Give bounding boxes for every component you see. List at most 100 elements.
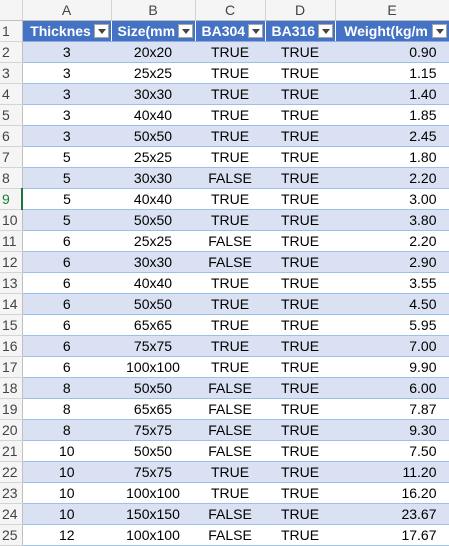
cell-thickness[interactable]: 10 (22, 440, 111, 462)
row-number[interactable]: 15 (0, 314, 23, 336)
header-cell-thickness[interactable]: Thicknes (22, 20, 112, 42)
cell-ba316[interactable]: TRUE (265, 440, 335, 462)
cell-thickness[interactable]: 6 (22, 356, 111, 378)
cell-thickness[interactable]: 6 (22, 314, 111, 336)
cell-ba304[interactable]: TRUE (195, 335, 265, 357)
filter-dropdown-icon[interactable] (247, 24, 263, 38)
header-cell-size[interactable]: Size(mm (111, 20, 196, 42)
row-number[interactable]: 24 (0, 503, 23, 525)
cell-thickness[interactable]: 6 (22, 272, 111, 294)
cell-size[interactable]: 40x40 (111, 188, 195, 210)
cell-size[interactable]: 100x100 (111, 356, 195, 378)
cell-thickness[interactable]: 5 (22, 167, 111, 189)
cell-ba316[interactable]: TRUE (265, 461, 335, 483)
cell-thickness[interactable]: 3 (22, 104, 111, 126)
row-number[interactable]: 16 (0, 335, 23, 357)
cell-ba304[interactable]: TRUE (195, 62, 265, 84)
cell-size[interactable]: 100x100 (111, 524, 195, 546)
column-header-d[interactable]: D (265, 0, 336, 21)
cell-weight[interactable]: 7.00 (335, 335, 449, 357)
cell-ba304[interactable]: TRUE (195, 461, 265, 483)
row-number[interactable]: 14 (0, 293, 23, 315)
cell-ba316[interactable]: TRUE (265, 293, 335, 315)
cell-size[interactable]: 100x100 (111, 482, 195, 504)
cell-ba304[interactable]: FALSE (195, 503, 265, 525)
cell-size[interactable]: 75x75 (111, 461, 195, 483)
cell-size[interactable]: 50x50 (111, 440, 195, 462)
cell-ba316[interactable]: TRUE (265, 419, 335, 441)
row-number[interactable]: 19 (0, 398, 23, 420)
cell-ba304[interactable]: TRUE (195, 356, 265, 378)
cell-ba304[interactable]: TRUE (195, 83, 265, 105)
cell-size[interactable]: 50x50 (111, 293, 195, 315)
cell-thickness[interactable]: 5 (22, 188, 111, 210)
cell-size[interactable]: 25x25 (111, 230, 195, 252)
cell-ba316[interactable]: TRUE (265, 314, 335, 336)
cell-weight[interactable]: 1.15 (335, 62, 449, 84)
cell-weight[interactable]: 3.00 (335, 188, 449, 210)
row-number[interactable]: 17 (0, 356, 23, 378)
cell-ba304[interactable]: FALSE (195, 377, 265, 399)
cell-size[interactable]: 40x40 (111, 104, 195, 126)
cell-ba316[interactable]: TRUE (265, 167, 335, 189)
cell-thickness[interactable]: 3 (22, 125, 111, 147)
filter-dropdown-icon[interactable] (93, 24, 109, 38)
filter-dropdown-icon[interactable] (431, 24, 447, 38)
cell-thickness[interactable]: 3 (22, 41, 111, 63)
cell-ba304[interactable]: TRUE (195, 314, 265, 336)
cell-weight[interactable]: 7.87 (335, 398, 449, 420)
cell-ba316[interactable]: TRUE (265, 230, 335, 252)
cell-weight[interactable]: 23.67 (335, 503, 449, 525)
cell-thickness[interactable]: 10 (22, 461, 111, 483)
cell-weight[interactable]: 0.90 (335, 41, 449, 63)
column-header-b[interactable]: B (111, 0, 196, 21)
filter-dropdown-icon[interactable] (317, 24, 333, 38)
cell-weight[interactable]: 1.80 (335, 146, 449, 168)
cell-thickness[interactable]: 8 (22, 398, 111, 420)
cell-ba316[interactable]: TRUE (265, 524, 335, 546)
cell-ba304[interactable]: TRUE (195, 104, 265, 126)
cell-ba304[interactable]: FALSE (195, 230, 265, 252)
cell-ba316[interactable]: TRUE (265, 83, 335, 105)
row-number[interactable]: 13 (0, 272, 23, 294)
cell-ba304[interactable]: FALSE (195, 398, 265, 420)
cell-size[interactable]: 25x25 (111, 146, 195, 168)
cell-thickness[interactable]: 8 (22, 377, 111, 399)
cell-ba304[interactable]: TRUE (195, 41, 265, 63)
cell-weight[interactable]: 1.85 (335, 104, 449, 126)
row-number[interactable]: 22 (0, 461, 23, 483)
cell-ba304[interactable]: FALSE (195, 419, 265, 441)
cell-thickness[interactable]: 3 (22, 83, 111, 105)
row-number[interactable]: 11 (0, 230, 23, 252)
cell-ba316[interactable]: TRUE (265, 125, 335, 147)
row-number[interactable]: 10 (0, 209, 23, 231)
cell-ba316[interactable]: TRUE (265, 377, 335, 399)
cell-weight[interactable]: 3.55 (335, 272, 449, 294)
row-number[interactable]: 8 (0, 167, 23, 189)
row-number[interactable]: 21 (0, 440, 23, 462)
cell-weight[interactable]: 7.50 (335, 440, 449, 462)
header-cell-weight[interactable]: Weight(kg/m (335, 20, 449, 42)
cell-size[interactable]: 40x40 (111, 272, 195, 294)
cell-thickness[interactable]: 3 (22, 62, 111, 84)
row-number[interactable]: 20 (0, 419, 23, 441)
cell-size[interactable]: 20x20 (111, 41, 195, 63)
cell-ba316[interactable]: TRUE (265, 251, 335, 273)
select-all-corner[interactable] (0, 0, 23, 21)
cell-thickness[interactable]: 6 (22, 230, 111, 252)
cell-ba316[interactable]: TRUE (265, 335, 335, 357)
cell-size[interactable]: 30x30 (111, 251, 195, 273)
cell-thickness[interactable]: 5 (22, 209, 111, 231)
cell-ba316[interactable]: TRUE (265, 41, 335, 63)
cell-size[interactable]: 65x65 (111, 398, 195, 420)
cell-weight[interactable]: 17.67 (335, 524, 449, 546)
column-header-a[interactable]: A (22, 0, 112, 21)
cell-size[interactable]: 25x25 (111, 62, 195, 84)
header-cell-ba304[interactable]: BA304 (195, 20, 266, 42)
cell-size[interactable]: 30x30 (111, 167, 195, 189)
cell-size[interactable]: 150x150 (111, 503, 195, 525)
column-header-e[interactable]: E (335, 0, 449, 21)
cell-ba304[interactable]: FALSE (195, 167, 265, 189)
cell-weight[interactable]: 9.90 (335, 356, 449, 378)
cell-ba304[interactable]: FALSE (195, 524, 265, 546)
